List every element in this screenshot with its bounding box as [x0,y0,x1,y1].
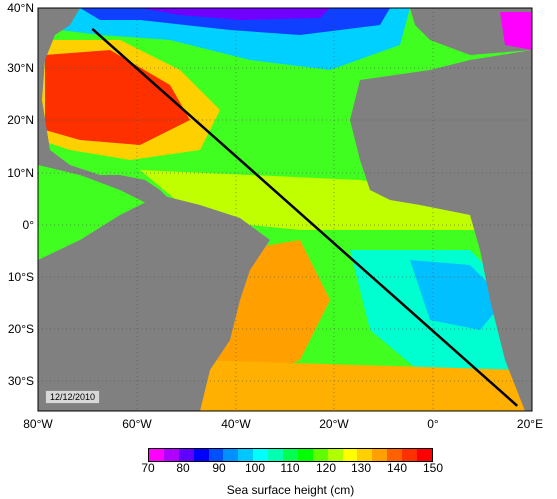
lat-label: 20°N [7,113,34,127]
lon-label: 20°W [319,417,349,431]
colorbar-swatch [297,449,313,461]
colorbar-tick: 80 [176,461,190,475]
lat-label: 40°N [7,1,34,15]
colorbar-tick: 100 [244,461,266,475]
lat-label: 30°N [7,61,34,75]
colorbar-tick: 90 [212,461,226,475]
ssh-peak-gyre [45,50,190,145]
colorbar-swatch [163,449,179,461]
colorbar-swatch [312,449,328,461]
colorbar-tick: 130 [350,461,372,475]
lat-label: 10°N [7,166,34,180]
ssh-violet-north [140,8,330,20]
lon-label: 0° [427,417,439,431]
colorbar-swatch [193,449,209,461]
colorbar [148,448,433,462]
colorbar-swatch [387,449,403,461]
ssh-south-band [200,360,532,411]
colorbar-swatch [327,449,343,461]
ssh-south-core [410,260,505,330]
date-stamp: 12/12/2010 [45,390,101,404]
colorbar-swatch [223,449,239,461]
lon-label: 20°E [516,417,544,431]
colorbar-swatch [402,449,418,461]
map-frame [37,7,533,412]
colorbar-tick: 70 [141,461,155,475]
north-america [38,8,200,232]
colorbar-tick: 140 [386,461,408,475]
med-high [500,12,532,50]
lat-label: 30°S [7,374,34,388]
colorbar-tick: 110 [280,461,300,475]
colorbar-title: Sea surface height (cm) [226,483,355,497]
colorbar-swatch [268,449,284,461]
colorbar-tick: 150 [422,461,444,475]
lat-label: 20°S [7,322,34,336]
colorbar-swatch [417,449,432,461]
africa [350,50,532,411]
colorbar-swatch [342,449,358,461]
colorbar-swatch [372,449,388,461]
lon-label: 40°W [221,417,251,431]
colorbar-swatch [149,449,164,461]
colorbar-swatch [238,449,254,461]
colorbar-swatch [283,449,298,461]
colorbar-swatch [208,449,224,461]
colorbar-swatch [178,449,194,461]
ship-track-line [91,27,519,407]
lon-label: 60°W [122,417,152,431]
colorbar-swatch [253,449,269,461]
lat-label: 0° [22,218,34,232]
colorbar-tick: 120 [315,461,337,475]
colorbar-swatch [357,449,373,461]
south-america [38,195,270,411]
lon-label: 80°W [23,417,53,431]
lat-label: 10°S [7,270,34,284]
